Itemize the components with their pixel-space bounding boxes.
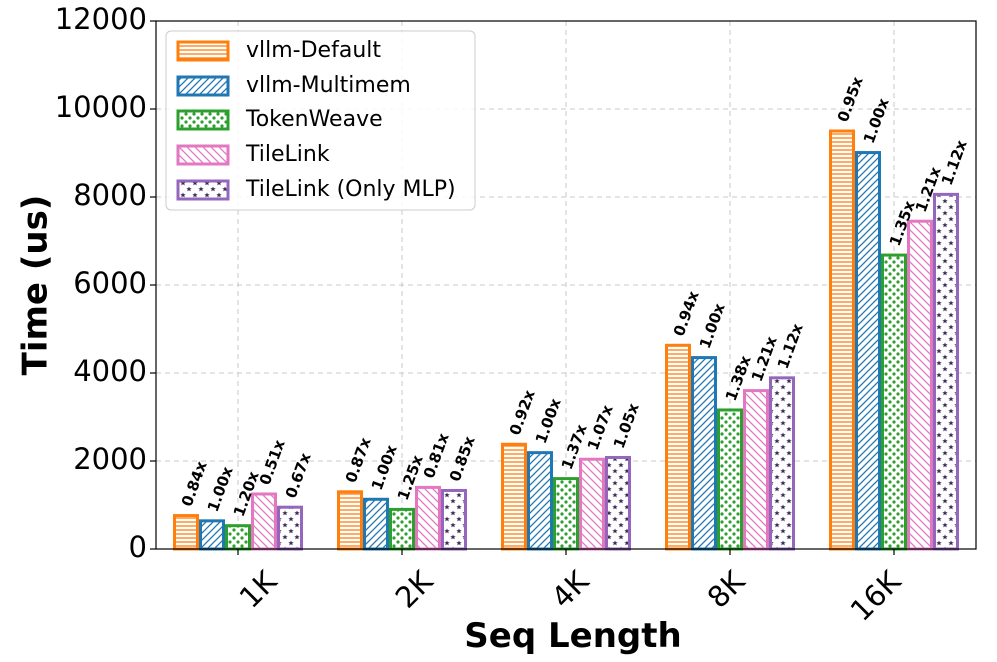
bar — [389, 507, 415, 551]
legend-label: TokenWeave — [245, 107, 383, 132]
bar — [527, 451, 553, 551]
bar — [251, 492, 277, 551]
legend-frame — [165, 30, 476, 211]
bar-value-label: 1.00x — [860, 96, 893, 146]
legend-swatch — [176, 179, 230, 201]
bar — [553, 477, 579, 551]
legend-label: vllm-Default — [246, 38, 381, 63]
bar — [415, 485, 441, 551]
bar — [691, 356, 717, 551]
bar — [743, 389, 769, 551]
bar — [337, 490, 363, 551]
x-tick-label: 1K — [233, 563, 284, 614]
y-tick-label: 10000 — [55, 90, 147, 124]
bar-value-label: 1.12x — [938, 137, 971, 187]
legend-swatch — [176, 109, 230, 131]
legend: vllm-Default vllm-Multimem TokenWeave Ti… — [165, 30, 476, 211]
bar — [665, 343, 691, 551]
legend-label: vllm-Multimem — [246, 73, 411, 98]
y-tick-label: 12000 — [55, 2, 147, 36]
bar — [363, 497, 389, 551]
x-tick-label: 2K — [389, 563, 440, 614]
bar-value-label: 1.00x — [696, 301, 729, 351]
bar — [855, 151, 881, 551]
bar — [829, 129, 855, 551]
bar — [717, 408, 743, 551]
x-tick-label: 4K — [545, 563, 596, 614]
x-tick-label: 8K — [701, 563, 752, 614]
x-axis-title: Seq Length — [464, 616, 681, 656]
bar-value-label: 0.95x — [834, 74, 867, 124]
y-tick-label: 6000 — [73, 266, 147, 300]
y-tick-label: 8000 — [73, 178, 147, 212]
bar-value-label: 0.94x — [670, 288, 703, 338]
bar-value-label: 0.51x — [256, 437, 289, 487]
bar-value-label: 0.92x — [506, 387, 539, 437]
legend-swatch — [176, 75, 230, 97]
axis-tick-marks — [150, 20, 895, 555]
bar-value-label: 1.00x — [368, 442, 401, 492]
bar — [173, 514, 199, 551]
bar — [579, 457, 605, 551]
legend-label: TileLink — [245, 142, 330, 167]
bar — [769, 376, 795, 551]
bar — [501, 442, 527, 551]
legend-swatch — [176, 40, 230, 62]
legend-swatch — [176, 144, 230, 166]
bar-value-label: 1.12x — [774, 321, 807, 371]
legend-swatches — [176, 40, 230, 201]
y-axis-title: Time (us) — [16, 195, 56, 376]
bar — [225, 524, 251, 551]
legend-label: TileLink (Only MLP) — [245, 177, 456, 202]
y-tick-label: 4000 — [73, 354, 147, 388]
bar — [277, 505, 303, 551]
bar — [933, 192, 959, 551]
bar — [907, 219, 933, 551]
bar — [441, 488, 467, 551]
bar — [881, 253, 907, 551]
bar-value-label: 1.00x — [532, 396, 565, 446]
x-tick-label: 16K — [844, 563, 908, 627]
y-tick-label: 0 — [129, 530, 147, 564]
bar — [605, 455, 631, 551]
y-axis-ticks: 0 2000 4000 6000 8000 10000 12000 — [55, 2, 147, 564]
bar-value-label: 0.87x — [342, 435, 375, 485]
bar-value-label: 0.67x — [282, 450, 315, 500]
bar — [199, 519, 225, 551]
y-tick-label: 2000 — [73, 442, 147, 476]
